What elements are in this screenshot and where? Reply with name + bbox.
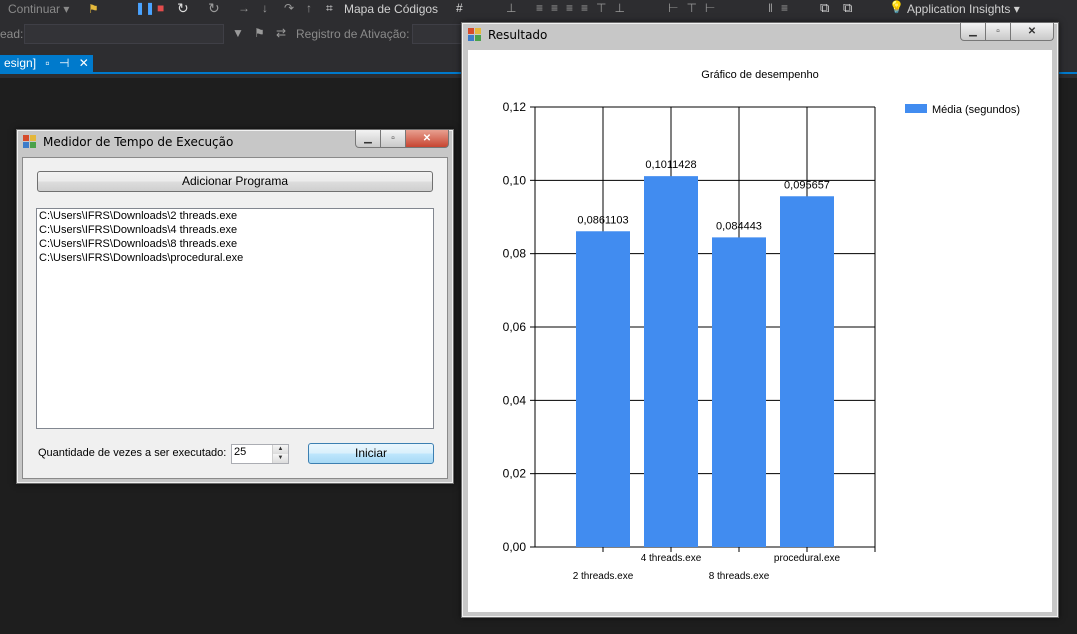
lightbulb-icon: 💡 bbox=[889, 0, 904, 14]
bar-data-label: 0,0861103 bbox=[577, 214, 628, 226]
ide-toolbar: Continuar ▾ ⚑ ❚❚ ■ ↻ ↻ → ↓ ↷ ↑ ⌗ Mapa de… bbox=[0, 0, 1077, 20]
step-into-icon[interactable]: → bbox=[238, 1, 250, 15]
y-tick-label: 0,10 bbox=[503, 173, 527, 187]
collapse-icon[interactable]: ⇄ bbox=[276, 26, 287, 40]
pause-icon[interactable]: ❚❚ bbox=[135, 1, 156, 15]
restart-icon[interactable]: ↻ bbox=[177, 0, 189, 16]
spacing-tools-icon[interactable]: ⊢⊤⊢ bbox=[668, 1, 724, 15]
y-tick-label: 0,12 bbox=[503, 100, 527, 114]
thread-combobox[interactable] bbox=[24, 24, 224, 44]
app-icon bbox=[23, 135, 36, 148]
thread-icon[interactable]: ⚑ bbox=[88, 2, 99, 16]
window-controls: ▁ ▫ ✕ bbox=[355, 130, 449, 148]
start-button[interactable]: Iniciar bbox=[308, 443, 434, 464]
list-item[interactable]: C:\Users\IFRS\Downloads\8 threads.exe bbox=[39, 238, 238, 250]
continue-button[interactable]: Continuar ▾ bbox=[8, 2, 70, 16]
y-tick-label: 0,02 bbox=[503, 467, 527, 481]
bar-data-label: 0,095657 bbox=[784, 179, 830, 191]
legend-swatch bbox=[905, 104, 927, 113]
close-button[interactable]: ✕ bbox=[1011, 23, 1054, 41]
maximize-button[interactable]: ▫ bbox=[986, 23, 1011, 41]
close-tab-icon[interactable]: ✕ bbox=[78, 56, 89, 70]
repeat-count-value[interactable]: 25 bbox=[234, 446, 247, 458]
thread-label: ead: bbox=[0, 27, 24, 41]
tab-dropdown-icon[interactable]: ▫ bbox=[45, 56, 50, 70]
window-title: Resultado bbox=[488, 28, 548, 42]
app-icon bbox=[468, 28, 481, 41]
minimize-button[interactable]: ▁ bbox=[960, 23, 986, 41]
list-item[interactable]: C:\Users\IFRS\Downloads\2 threads.exe bbox=[39, 210, 238, 222]
maximize-icon: ▫ bbox=[996, 26, 1000, 37]
filter-icon[interactable]: ▼ bbox=[232, 26, 244, 40]
chart-title: Gráfico de desempenho bbox=[701, 69, 818, 81]
code-map-icon: ⌗ bbox=[326, 1, 333, 15]
repeat-count-stepper[interactable]: 25 ▲ ▼ bbox=[231, 444, 289, 464]
bar bbox=[644, 176, 698, 547]
spin-up-icon[interactable]: ▲ bbox=[273, 445, 288, 454]
step-over-icon[interactable]: ↓ bbox=[262, 1, 268, 15]
document-tab[interactable]: esign] ▫ ⊣ ✕ bbox=[0, 55, 93, 72]
maximize-button[interactable]: ▫ bbox=[381, 130, 406, 148]
bring-to-front-icon[interactable]: ⧉ bbox=[820, 0, 830, 15]
spin-buttons: ▲ ▼ bbox=[272, 445, 288, 463]
x-tick-label: 4 threads.exe bbox=[641, 553, 702, 564]
y-tick-label: 0,08 bbox=[503, 247, 527, 261]
spin-down-icon[interactable]: ▼ bbox=[273, 454, 288, 463]
close-icon: ✕ bbox=[422, 133, 432, 144]
x-tick-label: 2 threads.exe bbox=[573, 571, 634, 582]
minimize-icon: ▁ bbox=[969, 26, 977, 37]
bar bbox=[780, 196, 834, 547]
result-form-titlebar[interactable]: Resultado ▁ ▫ ✕ bbox=[462, 23, 1058, 47]
activation-log-label: Registro de Ativação: bbox=[296, 27, 410, 41]
layout-grid-icon[interactable]: # bbox=[456, 1, 463, 15]
chart-area: Gráfico de desempenho 0,00 0,02 0,04 0,06 0,0… bbox=[468, 50, 1052, 612]
main-form-client: Adicionar Programa C:\Users\IFRS\Downloa… bbox=[22, 157, 448, 479]
stop-icon[interactable]: ■ bbox=[157, 1, 165, 15]
list-item[interactable]: C:\Users\IFRS\Downloads\procedural.exe bbox=[39, 252, 244, 264]
list-item[interactable]: C:\Users\IFRS\Downloads\4 threads.exe bbox=[39, 224, 238, 236]
bar bbox=[712, 237, 766, 547]
pin-icon[interactable]: ⊣ bbox=[58, 56, 70, 70]
maximize-icon: ▫ bbox=[391, 133, 395, 144]
close-icon: ✕ bbox=[1027, 26, 1037, 37]
add-program-button[interactable]: Adicionar Programa bbox=[37, 171, 433, 192]
minimize-icon: ▁ bbox=[364, 133, 372, 144]
main-form-titlebar[interactable]: Medidor de Tempo de Execução ▁ ▫ ✕ bbox=[17, 130, 453, 154]
alignment-tools-icon[interactable]: ≡≡≡≡⊤⊥ bbox=[536, 1, 633, 15]
result-form-window: Resultado ▁ ▫ ✕ Gráfico de desempenho 0,0… bbox=[461, 22, 1059, 618]
application-insights-button[interactable]: Application Insights ▾ bbox=[907, 2, 1020, 16]
window-title: Medidor de Tempo de Execução bbox=[43, 135, 234, 149]
bar bbox=[576, 231, 630, 547]
activation-log-combobox[interactable] bbox=[412, 24, 464, 44]
bar-data-label: 0,084443 bbox=[716, 220, 762, 232]
performance-chart: Gráfico de desempenho 0,00 0,02 0,04 0,06 0,0… bbox=[503, 69, 1020, 582]
y-tick-label: 0,04 bbox=[503, 393, 527, 407]
minimize-button[interactable]: ▁ bbox=[355, 130, 381, 148]
align-icon[interactable]: ⊥ bbox=[506, 1, 517, 15]
y-tick-label: 0,06 bbox=[503, 320, 527, 334]
repeat-count-label: Quantidade de vezes a ser executado: bbox=[38, 447, 227, 459]
show-next-statement-icon[interactable]: ↻ bbox=[208, 0, 220, 16]
legend-label: Média (segundos) bbox=[932, 104, 1020, 116]
x-tick-label: procedural.exe bbox=[774, 553, 841, 564]
main-form-window: Medidor de Tempo de Execução ▁ ▫ ✕ Adici… bbox=[16, 129, 454, 484]
step-up-icon[interactable]: ↑ bbox=[306, 1, 312, 15]
code-map-button[interactable]: Mapa de Códigos bbox=[344, 2, 439, 16]
x-tick-label: 8 threads.exe bbox=[709, 571, 770, 582]
step-out-icon[interactable]: ↷ bbox=[284, 1, 295, 15]
center-tools-icon[interactable]: ‖≡ bbox=[768, 1, 796, 15]
send-to-back-icon[interactable]: ⧉ bbox=[843, 0, 853, 15]
close-button[interactable]: ✕ bbox=[406, 130, 449, 148]
flag-icon[interactable]: ⚑ bbox=[254, 26, 265, 40]
program-list[interactable]: C:\Users\IFRS\Downloads\2 threads.exe C:… bbox=[36, 208, 434, 429]
bar-data-label: 0,1011428 bbox=[645, 159, 696, 171]
y-tick-label: 0,00 bbox=[503, 540, 527, 554]
window-controls: ▁ ▫ ✕ bbox=[960, 23, 1054, 41]
